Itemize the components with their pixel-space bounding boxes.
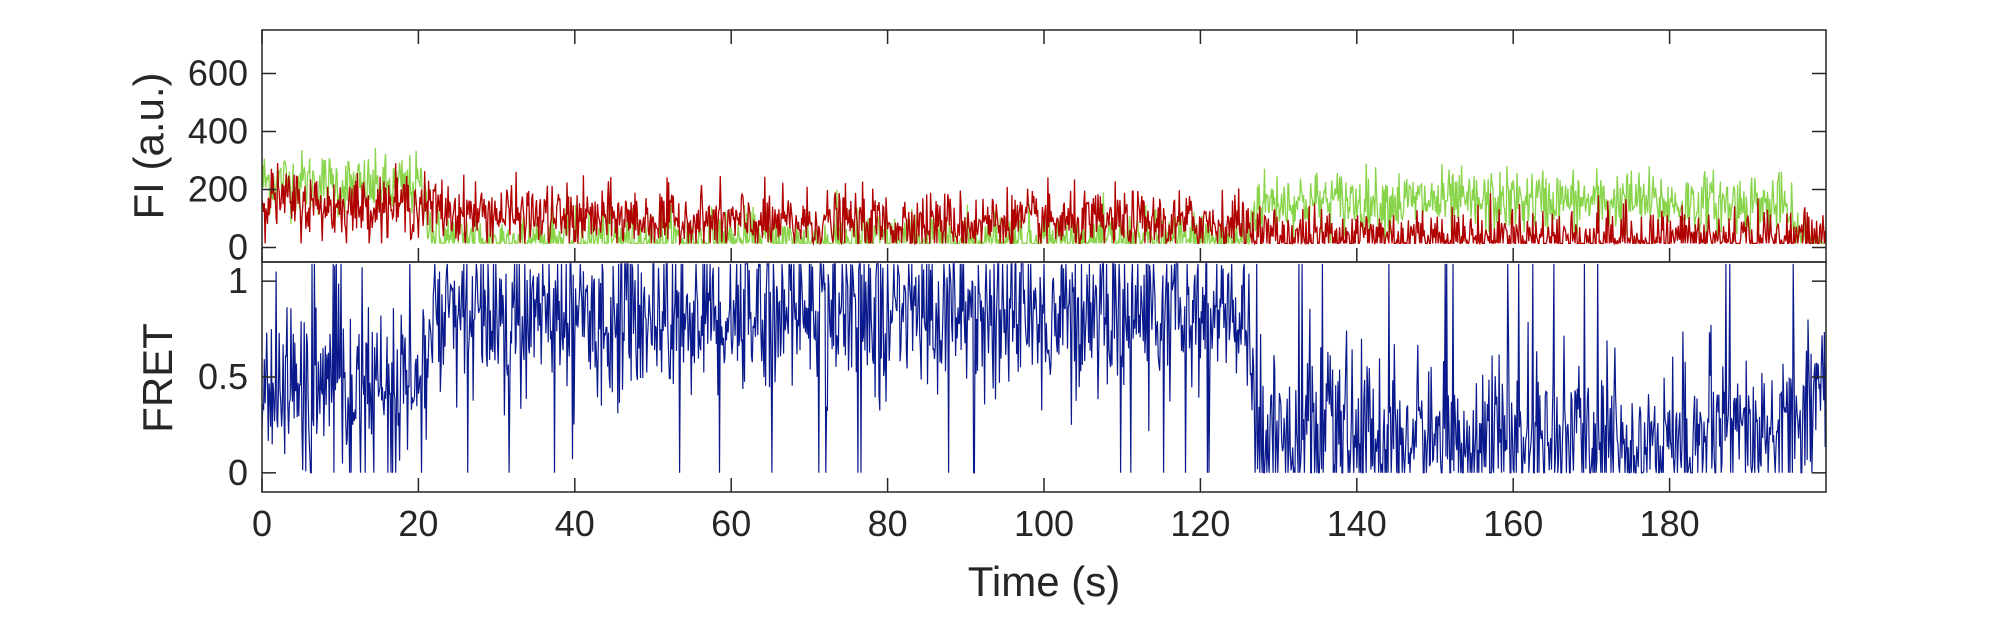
fret-trace-line (261, 262, 1827, 474)
time-x-axis-label: Time (s) (968, 558, 1120, 605)
y-tick-label: 200 (188, 169, 248, 210)
fluorescence-y-ticks: 0 200 400 600 (188, 53, 1826, 268)
time-x-ticks: 0 20 40 60 80 100 120 140 160 180 (252, 30, 1700, 544)
y-tick-label: 1 (228, 260, 248, 301)
y-tick-label: 600 (188, 53, 248, 94)
x-tick-label: 120 (1170, 503, 1230, 544)
fret-y-axis-label: FRET (134, 323, 181, 433)
x-tick-label: 20 (398, 503, 438, 544)
y-tick-label: 0 (228, 452, 248, 493)
x-tick-label: 60 (711, 503, 751, 544)
x-tick-label: 140 (1327, 503, 1387, 544)
fluorescence-y-axis-label: FI (a.u.) (125, 72, 172, 219)
fluorescence-panel: 0 200 400 600 FI (a.u.) (125, 29, 1827, 268)
fluorescence-traces (261, 147, 1827, 246)
y-tick-label: 0 (228, 227, 248, 268)
x-tick-label: 160 (1483, 503, 1543, 544)
x-tick-label: 40 (555, 503, 595, 544)
acceptor-trace-line (261, 162, 1827, 246)
y-tick-label: 400 (188, 111, 248, 152)
donor-trace-line (261, 147, 1827, 246)
x-tick-label: 0 (252, 503, 272, 544)
fret-panel: 00.51 0 20 40 60 80 100 120 140 160 180 FRET Time… (134, 30, 1827, 605)
fret-traces (261, 262, 1827, 474)
x-tick-label: 180 (1640, 503, 1700, 544)
x-tick-label: 100 (1014, 503, 1074, 544)
x-tick-label: 80 (868, 503, 908, 544)
fret-y-ticks: 00.51 (198, 260, 1826, 493)
y-tick-label: 0.5 (198, 356, 248, 397)
